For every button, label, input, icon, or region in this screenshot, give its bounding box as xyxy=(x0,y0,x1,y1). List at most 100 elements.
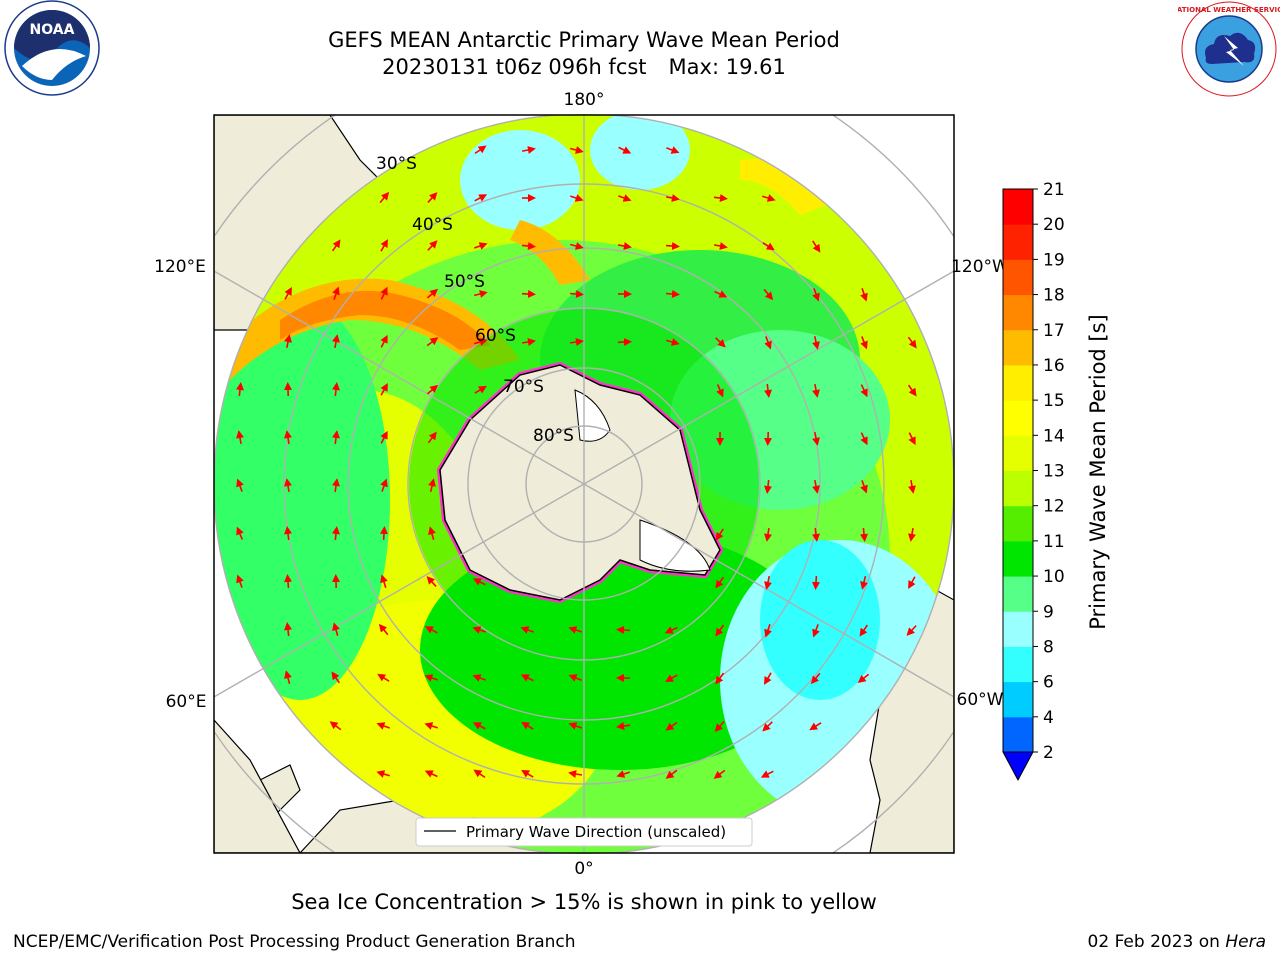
wave-arrow xyxy=(380,286,388,300)
wave-arrow xyxy=(569,146,584,154)
wave-arrow xyxy=(715,576,725,589)
wave-arrow xyxy=(380,430,388,444)
wave-arrow xyxy=(568,674,582,682)
colorbar-segment xyxy=(1003,364,1033,401)
colorbar-tick-label: 9 xyxy=(1043,602,1054,622)
wave-arrow xyxy=(378,623,389,636)
colorbar-segment xyxy=(1003,646,1033,683)
lat-label-70s: 70°S xyxy=(503,377,544,397)
wave-arrow xyxy=(714,720,725,733)
wave-arrow xyxy=(521,721,534,730)
wave-arrow xyxy=(714,290,728,298)
footer-credit: NCEP/EMC/Verification Post Processing Pr… xyxy=(13,932,576,952)
wave-arrow xyxy=(764,575,772,590)
lat-label-60s: 60°S xyxy=(475,326,516,346)
wave-arrow xyxy=(474,242,488,250)
wave-arrow xyxy=(236,574,244,588)
wave-arrow xyxy=(520,674,534,682)
lon-label-120w: 120°W xyxy=(951,257,1009,277)
wave-arrow xyxy=(618,194,632,202)
wave-arrow xyxy=(616,770,630,778)
wave-arrow xyxy=(380,574,388,588)
wave-arrow xyxy=(427,431,437,444)
wave-arrow xyxy=(284,526,292,541)
wave-arrow xyxy=(763,672,772,685)
wave-arrow xyxy=(812,383,820,398)
colorbar-tick-label: 15 xyxy=(1043,391,1065,411)
wave-arrow xyxy=(568,626,582,634)
wave-arrow xyxy=(760,770,774,778)
wave-arrow xyxy=(812,335,820,350)
wave-arrow xyxy=(472,674,486,682)
wave-arrow xyxy=(332,526,340,541)
wave-arrow xyxy=(332,334,340,349)
noaa-logo-icon: NOAA xyxy=(4,0,100,96)
footer-host: Hera xyxy=(1225,932,1266,952)
wave-arrow xyxy=(715,672,725,685)
wave-arrow xyxy=(764,624,772,638)
colorbar-segment xyxy=(1003,224,1033,260)
colorbar-label: Primary Wave Mean Period [s] xyxy=(1086,314,1110,630)
wave-arrow xyxy=(812,624,820,638)
wave-arrow xyxy=(812,527,820,542)
wave-arrow xyxy=(521,242,536,250)
colorbar-segment xyxy=(1003,681,1033,718)
wave-arrow xyxy=(521,338,536,346)
wave-arrow xyxy=(427,240,438,251)
wave-arrow xyxy=(474,338,488,346)
colorbar-tick-label: 16 xyxy=(1043,356,1065,376)
wave-arrow xyxy=(764,336,772,350)
colorbar-tick-label: 11 xyxy=(1043,532,1065,552)
wave-arrow xyxy=(376,770,390,778)
wave-arrow xyxy=(568,722,582,730)
wave-arrow xyxy=(713,242,728,250)
wave-arrow xyxy=(520,626,534,634)
colorbar-tick-label: 2 xyxy=(1043,743,1054,763)
wave-arrow xyxy=(284,574,292,589)
colorbar-tick-label: 20 xyxy=(1043,215,1065,235)
colorbar-segment xyxy=(1003,189,1033,225)
wave-arrow xyxy=(377,673,390,682)
wave-arrow xyxy=(666,146,680,154)
lon-label-180: 180° xyxy=(564,90,605,110)
colorbar-segment xyxy=(1003,611,1033,647)
chart-subtitle: 20230131 t06z 096h fcst Max: 19.61 xyxy=(214,54,954,80)
wave-arrow xyxy=(616,626,631,634)
map-frame xyxy=(213,114,955,854)
colorbar xyxy=(1002,188,1034,782)
wave-arrow xyxy=(329,721,342,731)
wave-arrow xyxy=(472,626,486,634)
lon-label-0: 0° xyxy=(574,859,593,879)
wave-arrow xyxy=(284,670,292,685)
lat-label-40s: 40°S xyxy=(412,215,453,235)
colorbar-tick-label: 12 xyxy=(1043,497,1065,517)
wave-arrow xyxy=(380,478,388,492)
wave-arrow xyxy=(762,242,775,251)
wave-arrow xyxy=(380,239,389,252)
wave-arrow xyxy=(665,242,680,250)
wave-arrow xyxy=(426,384,439,395)
colorbar-tick-label: 19 xyxy=(1043,250,1065,270)
wave-arrow xyxy=(569,338,584,346)
wave-arrow xyxy=(809,722,822,731)
wave-arrow xyxy=(762,721,773,732)
wave-arrow xyxy=(284,334,292,349)
wave-arrow xyxy=(860,480,868,494)
colorbar-tick-label: 10 xyxy=(1043,567,1065,587)
wave-arrow xyxy=(332,478,340,493)
wave-arrow xyxy=(236,526,244,540)
colorbar-segment xyxy=(1003,716,1033,753)
wave-arrow xyxy=(762,194,776,202)
wave-arrow xyxy=(859,624,869,637)
wave-arrow xyxy=(665,769,678,779)
wave-arrow xyxy=(284,287,292,300)
colorbar-tick-label: 8 xyxy=(1043,637,1054,657)
nws-logo-text: NATIONAL WEATHER SERVICE xyxy=(1178,6,1280,14)
wave-arrow xyxy=(570,194,584,202)
wave-arrow xyxy=(616,722,631,730)
wave-arrow xyxy=(860,288,868,302)
wave-arrow xyxy=(284,622,292,637)
colorbar-segment xyxy=(1003,294,1033,331)
colorbar-segment xyxy=(1003,540,1033,577)
wave-arrow xyxy=(617,338,632,346)
